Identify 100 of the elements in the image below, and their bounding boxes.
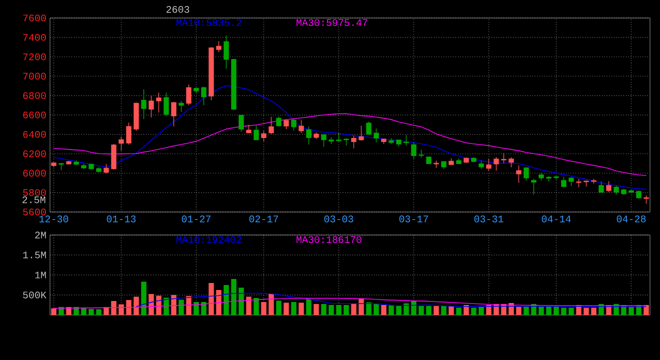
y-tick-label: 6000 (23, 170, 46, 177)
y-tick-label: 5600 (23, 208, 46, 216)
bar (486, 305, 492, 315)
candlestick (418, 149, 424, 158)
candlestick (208, 46, 214, 101)
candlestick (178, 100, 184, 112)
candlestick (464, 157, 469, 163)
bar (156, 296, 162, 315)
candlestick (538, 172, 544, 181)
bar (344, 305, 349, 315)
candlestick (148, 96, 154, 118)
bar (321, 304, 326, 315)
x-tick-label: 03-03 (324, 216, 354, 222)
candlestick (606, 180, 612, 192)
bar (81, 308, 86, 315)
bar (538, 306, 544, 315)
bar (336, 305, 342, 315)
candlestick (344, 138, 349, 146)
x-tick-label: 04-14 (542, 216, 571, 222)
bar (126, 300, 132, 315)
candlestick (216, 40, 222, 52)
candlestick (81, 164, 86, 170)
bar (254, 298, 259, 315)
bar (568, 308, 574, 315)
candlestick (58, 162, 64, 171)
candlestick (306, 126, 312, 146)
bar (471, 308, 476, 315)
candlestick (186, 84, 192, 106)
candlestick (478, 160, 484, 170)
candlestick (456, 158, 462, 164)
candlestick (351, 135, 356, 149)
bar (644, 305, 649, 315)
bar (456, 308, 462, 315)
text: 2.5M (22, 196, 46, 204)
bar (88, 309, 94, 315)
bar (351, 303, 356, 315)
candlestick (238, 114, 244, 132)
x-tick-label: 03-31 (474, 216, 504, 222)
candlestick (88, 163, 94, 170)
bar (328, 305, 334, 315)
bar (58, 307, 64, 315)
text: MA30:186170 (296, 236, 362, 243)
bar (118, 304, 124, 315)
bar (516, 306, 522, 315)
candlestick (598, 181, 604, 194)
candlestick (396, 140, 402, 147)
bar (464, 305, 469, 315)
y-tick-label: 2M (35, 232, 46, 238)
candlestick (336, 132, 342, 142)
candlestick (276, 116, 282, 127)
y-tick-label: 7000 (23, 72, 46, 80)
candlestick (284, 118, 289, 130)
y-tick-label: 500K (23, 292, 46, 298)
candlestick (51, 162, 56, 168)
candlestick (118, 136, 124, 152)
candlestick (96, 166, 102, 173)
y-tick-label: 7200 (23, 53, 46, 60)
candlestick (434, 160, 439, 168)
bar (621, 305, 626, 315)
bar (554, 306, 559, 315)
bar (636, 305, 642, 315)
candlestick (584, 180, 589, 187)
bar (388, 305, 394, 315)
bar (366, 302, 372, 315)
candlestick (156, 92, 162, 113)
candlestick (501, 152, 506, 164)
y-tick-label: 1M (35, 272, 46, 278)
candlestick (298, 120, 304, 134)
bar (584, 308, 589, 315)
candlestick (628, 189, 634, 194)
bar (104, 307, 109, 315)
candlestick (636, 190, 642, 200)
bar (448, 306, 454, 315)
candlestick (111, 144, 116, 170)
bar (268, 294, 274, 315)
candlestick (231, 58, 236, 110)
bar (261, 302, 266, 315)
candlestick (614, 185, 619, 195)
bar (246, 296, 252, 315)
bar (208, 283, 214, 315)
bar (276, 300, 282, 315)
bar (238, 288, 244, 315)
candlestick (644, 195, 649, 204)
candlestick (516, 165, 522, 184)
candlestick (471, 156, 476, 163)
candlestick (171, 102, 176, 127)
candlestick (164, 92, 169, 116)
bar (96, 309, 102, 315)
candlestick (404, 134, 409, 146)
candlestick (74, 160, 79, 166)
candlestick (531, 178, 536, 195)
candlestick (561, 176, 566, 188)
x-tick-label: 12-30 (39, 216, 68, 222)
bar (561, 308, 566, 315)
bar (434, 306, 439, 315)
candlestick (291, 118, 296, 132)
candlestick (134, 102, 139, 132)
bar (411, 301, 416, 315)
bar (178, 300, 184, 315)
candlestick (224, 35, 229, 70)
